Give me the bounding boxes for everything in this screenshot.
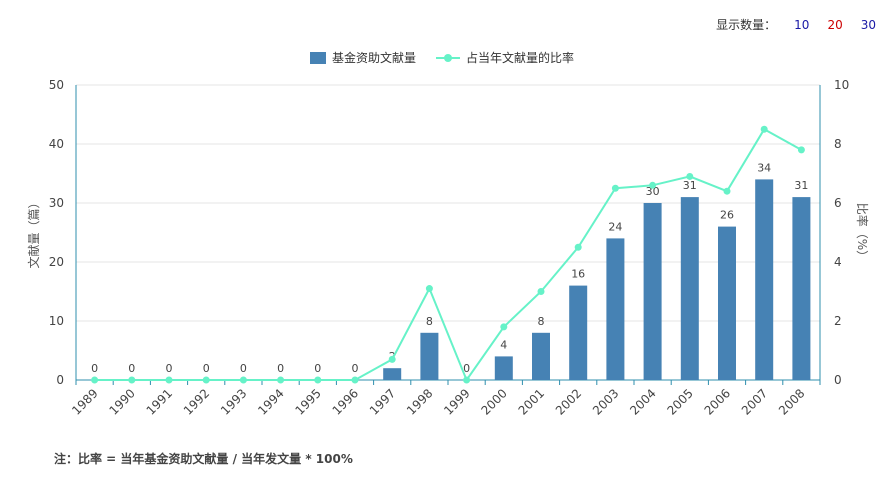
bar-data-label: 0 — [128, 362, 135, 375]
x-tick-label: 2004 — [627, 386, 658, 417]
y-left-tick-label: 40 — [49, 137, 64, 151]
bar-data-label: 0 — [240, 362, 247, 375]
bar — [680, 197, 699, 380]
y-left-tick-label: 30 — [49, 196, 64, 210]
bar-data-label: 34 — [757, 161, 771, 174]
bar-data-label: 24 — [608, 220, 622, 233]
x-tick-label: 2006 — [702, 386, 733, 417]
bar-data-label: 26 — [720, 209, 734, 222]
x-tick-label: 1990 — [106, 386, 137, 417]
y-right-tick-label: 10 — [834, 78, 849, 92]
bar — [494, 356, 513, 380]
bar — [643, 203, 662, 380]
y-left-tick-label: 0 — [56, 373, 64, 387]
ratio-point — [239, 376, 247, 384]
y-right-tick-label: 8 — [834, 137, 842, 151]
x-tick-label: 2000 — [478, 386, 509, 417]
y-right-tick-label: 6 — [834, 196, 842, 210]
ratio-point — [425, 285, 433, 293]
legend-line-swatch — [436, 52, 460, 64]
ratio-point — [388, 355, 396, 363]
y-right-tick-label: 4 — [834, 255, 842, 269]
bar-data-label: 0 — [277, 362, 284, 375]
bar-data-label: 31 — [794, 179, 808, 192]
ratio-line — [94, 127, 802, 383]
x-tick-label: 2002 — [553, 386, 584, 417]
bar — [792, 197, 811, 380]
x-tick-label: 1993 — [218, 386, 249, 417]
bar-data-label: 30 — [646, 185, 660, 198]
x-tick-label: 2007 — [739, 386, 770, 417]
ratio-point — [91, 376, 99, 384]
legend-item-bar[interactable]: 基金资助文献量 — [309, 49, 416, 66]
y-left-tick-label: 20 — [49, 255, 64, 269]
x-tick-label: 1998 — [404, 386, 435, 417]
bar-data-label: 0 — [203, 362, 210, 375]
x-tick-label: 1995 — [292, 386, 323, 417]
bar — [383, 368, 402, 380]
x-tick-label: 1991 — [144, 386, 175, 417]
ratio-point — [611, 184, 619, 192]
display-count-20[interactable]: 20 — [827, 17, 843, 32]
ratio-point — [500, 323, 508, 331]
bar — [569, 285, 588, 380]
bar-data-label: 16 — [571, 268, 585, 281]
chart-legend: 基金资助文献量 占当年文献量的比率 — [0, 49, 884, 66]
display-count-label: 显示数量： — [716, 18, 777, 32]
y-left-tick-label: 10 — [49, 314, 64, 328]
y-right-tick-label: 2 — [834, 314, 842, 328]
bar-data-label: 4 — [500, 338, 507, 351]
ratio-point — [463, 376, 471, 384]
ratio-point — [574, 243, 582, 251]
legend-line-label: 占当年文献量的比率 — [466, 51, 575, 65]
display-count-control: 显示数量： 10 20 30 — [716, 16, 876, 33]
display-count-10[interactable]: 10 — [794, 17, 810, 32]
ratio-point — [649, 181, 657, 189]
bar-data-label: 8 — [538, 315, 545, 328]
ratio-point — [128, 376, 136, 384]
bar-data-label: 8 — [426, 315, 433, 328]
x-tick-label: 1999 — [441, 386, 472, 417]
bar — [420, 332, 439, 380]
x-tick-label: 1994 — [255, 386, 286, 417]
x-tick-label: 2005 — [664, 386, 695, 417]
y-left-tick-label: 50 — [49, 78, 64, 92]
bar-data-label: 0 — [166, 362, 173, 375]
ratio-point — [537, 288, 545, 295]
x-tick-label: 1997 — [367, 386, 398, 417]
ratio-point — [165, 376, 173, 384]
ratio-point — [351, 376, 359, 384]
ratio-point — [686, 172, 694, 180]
y-left-axis-title: 文献量（篇） — [26, 196, 41, 268]
ratio-point — [202, 376, 210, 384]
x-tick-label: 1996 — [330, 386, 361, 417]
ratio-point — [723, 187, 731, 195]
x-tick-label: 2003 — [590, 386, 621, 417]
bar — [532, 332, 550, 380]
chart-footnote: 注：比率 = 当年基金资助文献量 / 当年发文量 * 100% — [54, 452, 353, 466]
bar-data-label: 31 — [683, 179, 697, 192]
x-tick-label: 1992 — [181, 386, 212, 417]
bar-data-label: 0 — [463, 362, 470, 375]
ratio-point — [797, 146, 805, 154]
y-right-tick-label: 0 — [834, 373, 842, 387]
bar-data-label: 0 — [352, 362, 359, 375]
bar-data-label: 0 — [91, 362, 98, 375]
x-tick-label: 2008 — [776, 386, 807, 417]
bar-data-label: 0 — [314, 362, 321, 375]
bar — [755, 179, 774, 380]
legend-bar-swatch — [309, 51, 326, 64]
x-tick-label: 1989 — [69, 386, 100, 417]
ratio-point — [314, 376, 322, 384]
bar — [718, 226, 736, 380]
y-right-axis-title: 比率（%） — [855, 203, 870, 262]
x-tick-label: 2001 — [516, 386, 547, 417]
legend-item-line[interactable]: 占当年文献量的比率 — [436, 49, 574, 66]
display-count-30[interactable]: 30 — [860, 17, 876, 32]
ratio-point — [760, 125, 768, 133]
bar — [606, 238, 625, 380]
ratio-point — [277, 376, 285, 384]
legend-bar-label: 基金资助文献量 — [331, 51, 416, 65]
